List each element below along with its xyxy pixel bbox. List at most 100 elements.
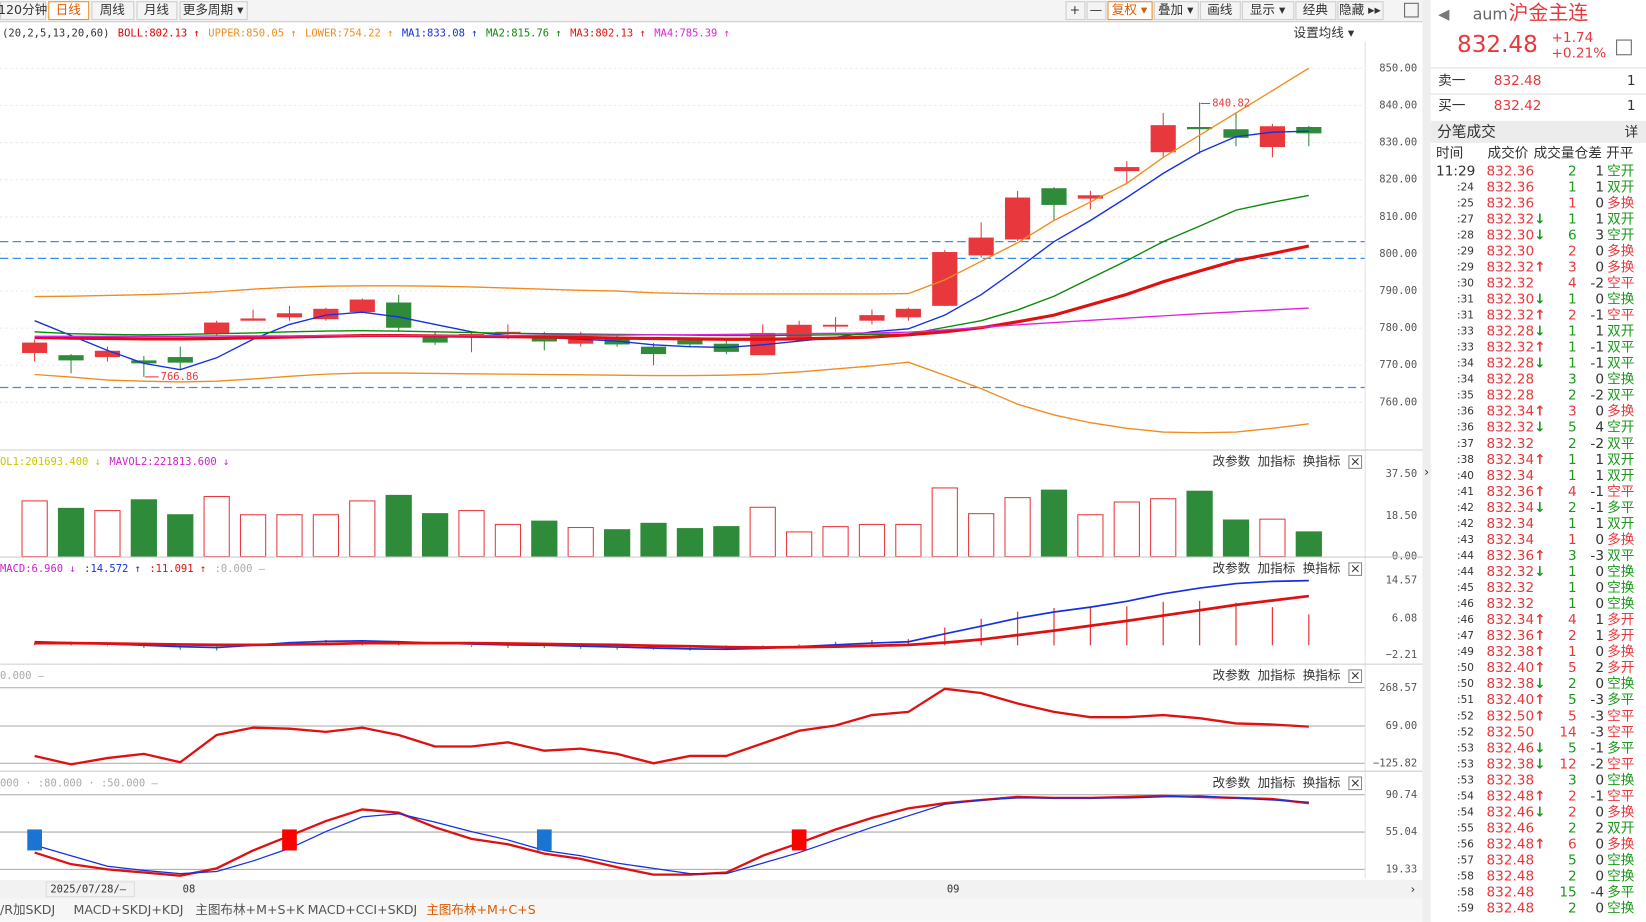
period-button[interactable] (91, 1, 135, 21)
candle-body (167, 357, 193, 363)
indicator-label: :11.091 ↑ (149, 563, 206, 575)
panel-button[interactable]: 改参数 (1212, 775, 1250, 790)
template-tab[interactable]: 主图布林+M+C+S (426, 902, 536, 917)
scroll-arrow[interactable]: › (1411, 882, 1416, 896)
trade-time: :31 (1457, 310, 1474, 322)
period-button[interactable] (48, 1, 90, 21)
trade-price: 832.36 (1486, 163, 1534, 179)
trade-time: :41 (1457, 486, 1474, 498)
trade-volume: 4 (1568, 612, 1577, 628)
trade-type: 多换 (1607, 531, 1635, 548)
trade-time: :30 (1457, 277, 1474, 289)
tool-button[interactable] (1241, 1, 1295, 21)
volume-bar (21, 500, 48, 558)
panel-button[interactable]: × (1350, 775, 1361, 790)
period-button[interactable] (0, 1, 47, 21)
trade-volume: 5 (1568, 692, 1577, 708)
trade-volume: 3 (1568, 259, 1577, 275)
tool-label[interactable]: 隐藏 ▸▸ (1339, 2, 1381, 17)
period-label[interactable]: 周线 (100, 2, 126, 17)
y-tick-label: 18.50 (1386, 510, 1418, 522)
collapse-btn[interactable] (1616, 39, 1632, 56)
y-tick-label: 90.74 (1386, 789, 1418, 801)
close-box[interactable] (1348, 669, 1363, 684)
panel-button[interactable]: 改参数 (1212, 668, 1250, 683)
trade-time: :52 (1457, 710, 1474, 722)
trade-oi-change: -2 (1590, 275, 1604, 291)
symbol-name: 沪金主连 (1508, 0, 1588, 24)
volume-bar (494, 523, 522, 558)
x-axis-label: 09 (947, 883, 960, 895)
tool-button[interactable] (1086, 1, 1107, 21)
trade-price: 832.32 (1486, 580, 1534, 596)
panel-button[interactable]: 换指标 (1303, 561, 1341, 576)
period-label[interactable]: 120分钟 (0, 2, 47, 17)
tool-label[interactable]: + (1070, 2, 1081, 17)
tool-button[interactable] (1337, 1, 1384, 21)
period-label[interactable]: 日线 (56, 2, 82, 17)
tool-button[interactable] (1295, 1, 1337, 21)
period-button[interactable] (136, 1, 178, 21)
panel-button[interactable]: 加指标 (1258, 668, 1296, 683)
tool-label[interactable]: 复权 ▾ (1112, 2, 1148, 17)
ma-settings[interactable]: 设置均线 ▾ (1294, 25, 1355, 40)
trades-detail[interactable]: 详 (1624, 124, 1638, 140)
panel-button[interactable]: 加指标 (1258, 561, 1296, 576)
tool-label[interactable]: 经典 (1303, 2, 1329, 17)
panel-button[interactable]: × (1350, 454, 1361, 469)
template-tab[interactable]: 主图布林+M+S+K (195, 902, 305, 917)
panel-button[interactable]: 加指标 (1258, 454, 1296, 469)
trade-volume: 5 (1568, 420, 1577, 436)
tool-label[interactable]: 叠加 ▾ (1158, 2, 1194, 17)
trade-type: 空换 (1607, 900, 1635, 917)
panel-button[interactable]: 改参数 (1212, 561, 1250, 576)
fullscreen-icon[interactable] (1404, 2, 1419, 18)
tool-label[interactable]: 显示 ▾ (1250, 2, 1286, 17)
period-label[interactable]: 月线 (144, 2, 170, 17)
close-box[interactable] (1348, 562, 1363, 576)
trade-price: 832.48↑ (1486, 837, 1545, 853)
trade-price: 832.36↑ (1486, 484, 1545, 500)
panel-button[interactable]: 加指标 (1258, 775, 1296, 790)
trade-time: :31 (1457, 294, 1474, 306)
tool-button[interactable] (1153, 1, 1199, 21)
trade-oi-change: 0 (1595, 772, 1604, 788)
period-label[interactable]: 更多周期 ▾ (183, 2, 244, 17)
trades-title: 分笔成交 (1437, 122, 1496, 140)
tool-label[interactable]: — (1090, 2, 1103, 17)
panel-button[interactable]: 改参数 (1212, 454, 1250, 469)
template-tab[interactable]: MACD+CCI+SKDJ (308, 902, 418, 917)
trade-volume: 1 (1568, 211, 1577, 227)
panel-button[interactable]: × (1350, 561, 1361, 576)
tool-button[interactable] (1199, 1, 1241, 21)
trade-time: :53 (1457, 758, 1474, 770)
tabs-bg (0, 898, 1423, 922)
trade-price: 832.34↑ (1486, 612, 1545, 628)
panel-button[interactable]: 换指标 (1303, 454, 1341, 469)
tool-button[interactable] (1107, 1, 1153, 21)
splitter[interactable] (1422, 0, 1431, 922)
close-box[interactable] (1348, 776, 1363, 791)
trades-column: 仓差 (1575, 145, 1602, 161)
period-button[interactable] (179, 1, 248, 21)
trade-oi-change: 0 (1595, 644, 1604, 660)
template-tab[interactable]: /R加SKDJ (0, 902, 55, 917)
panel-button[interactable]: 换指标 (1303, 775, 1341, 790)
trade-oi-change: 2 (1595, 660, 1604, 676)
trade-time: :46 (1457, 598, 1474, 610)
trade-time: :54 (1457, 806, 1474, 818)
panel-button[interactable]: 换指标 (1303, 668, 1341, 683)
trade-volume: 2 (1568, 163, 1577, 179)
splitter-arrow[interactable]: › (1424, 464, 1429, 479)
close-box[interactable] (1348, 455, 1363, 469)
panel-button[interactable]: × (1350, 668, 1361, 683)
trade-oi-change: -1 (1590, 500, 1604, 516)
candle-body (22, 342, 48, 353)
candle-body (531, 337, 557, 342)
tool-label[interactable]: 画线 (1207, 2, 1233, 17)
template-tab[interactable]: MACD+SKDJ+KDJ (73, 902, 183, 917)
tool-button[interactable] (1065, 1, 1086, 21)
trade-price: 832.32↓ (1486, 564, 1545, 580)
trade-time: :46 (1457, 614, 1474, 626)
trade-price: 832.28 (1486, 388, 1534, 404)
